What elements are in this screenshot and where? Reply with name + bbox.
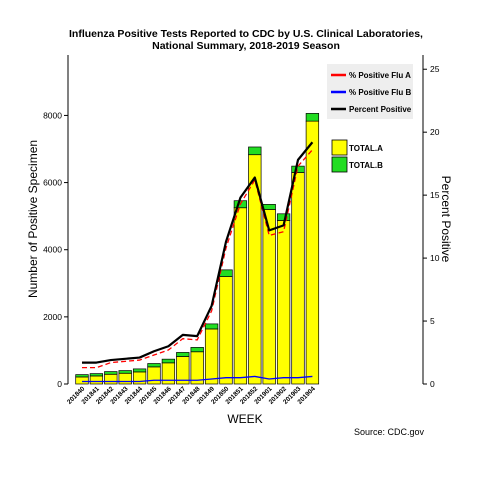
chart-title: Influenza Positive Tests Reported to CDC… xyxy=(69,28,423,40)
legend-flu-b-label: % Positive Flu B xyxy=(349,88,411,97)
source-note: Source: CDC.gov xyxy=(354,427,425,437)
bar-total-a-201844 xyxy=(132,371,147,385)
legend-total-a-label: TOTAL.A xyxy=(349,144,383,153)
y2tick-label-25: 25 xyxy=(430,64,440,74)
x-ticks: 2018402018412018422018432018442018452018… xyxy=(66,385,317,406)
bar-total-b-201844 xyxy=(132,368,147,373)
left-ticks: 0 2000 4000 6000 8000 xyxy=(43,110,68,389)
line-percent-positive xyxy=(82,141,314,364)
bar-total-b-201842 xyxy=(104,371,118,375)
bars-group xyxy=(75,113,320,385)
y2-axis-label: Percent Positive xyxy=(439,176,453,263)
x-axis-label: WEEK xyxy=(227,412,262,426)
bar-total-b-201840 xyxy=(75,374,89,378)
bar-total-b-201901 xyxy=(262,204,276,210)
legend-total-b-swatch xyxy=(331,156,348,173)
bar-total-a-201848 xyxy=(190,351,204,385)
ytick-label-4000: 4000 xyxy=(43,245,62,255)
bar-total-b-201843 xyxy=(118,370,132,374)
bar-total-b-201852 xyxy=(248,146,262,156)
legend-total-b-label: TOTAL.B xyxy=(349,161,383,170)
ytick-label-6000: 6000 xyxy=(43,178,62,188)
bar-total-a-201845 xyxy=(147,366,161,385)
y2tick-label-20: 20 xyxy=(430,127,440,137)
bar-total-a-201903 xyxy=(291,172,305,385)
lines-group xyxy=(82,141,314,383)
bar-total-b-201849 xyxy=(204,323,219,330)
ytick-label-8000: 8000 xyxy=(43,110,62,120)
bar-total-b-201850 xyxy=(219,269,233,277)
bar-total-a-201901 xyxy=(262,209,276,385)
y2tick-label-10: 10 xyxy=(430,253,440,263)
y2tick-label-15: 15 xyxy=(430,190,440,200)
bar-total-b-201902 xyxy=(276,213,291,221)
bar-total-b-201846 xyxy=(161,358,176,364)
bar-total-a-201851 xyxy=(233,207,248,385)
bar-total-a-201843 xyxy=(118,372,132,385)
bar-total-a-201852 xyxy=(248,154,262,385)
bar-total-a-201850 xyxy=(219,276,233,385)
line-flu-b xyxy=(82,375,313,383)
y-axis-label: Number of Positive Specimen xyxy=(26,140,40,298)
legend-total-a-swatch xyxy=(331,139,348,156)
bar-total-a-201902 xyxy=(276,220,291,385)
bar-total-b-201903 xyxy=(291,165,305,173)
bar-total-a-201840 xyxy=(75,376,89,385)
right-ticks: 0 5 10 15 20 25 xyxy=(423,64,440,389)
legend-bars: TOTAL.A TOTAL.B xyxy=(331,139,383,173)
line-flu-a xyxy=(82,149,313,369)
y2tick-label-0: 0 xyxy=(430,379,435,389)
bar-total-a-201849 xyxy=(204,328,219,385)
y2tick-label-5: 5 xyxy=(430,316,435,326)
bar-total-b-201904 xyxy=(305,113,320,122)
chart-subtitle: National Summary, 2018-2019 Season xyxy=(152,40,340,52)
bar-total-a-201842 xyxy=(104,373,118,385)
bar-total-b-201847 xyxy=(176,352,190,357)
bar-total-a-201904 xyxy=(305,120,320,385)
bar-total-b-201841 xyxy=(89,373,104,377)
legend-lines: % Positive Flu A % Positive Flu B Percen… xyxy=(327,64,413,119)
legend-flu-a-label: % Positive Flu A xyxy=(349,71,411,80)
legend-percent-label: Percent Positive xyxy=(349,105,412,114)
bar-total-a-201841 xyxy=(89,375,104,385)
ytick-label-2000: 2000 xyxy=(43,312,62,322)
bar-total-b-201848 xyxy=(190,347,204,353)
ytick-label-0: 0 xyxy=(57,379,62,389)
bar-total-b-201845 xyxy=(147,363,161,368)
